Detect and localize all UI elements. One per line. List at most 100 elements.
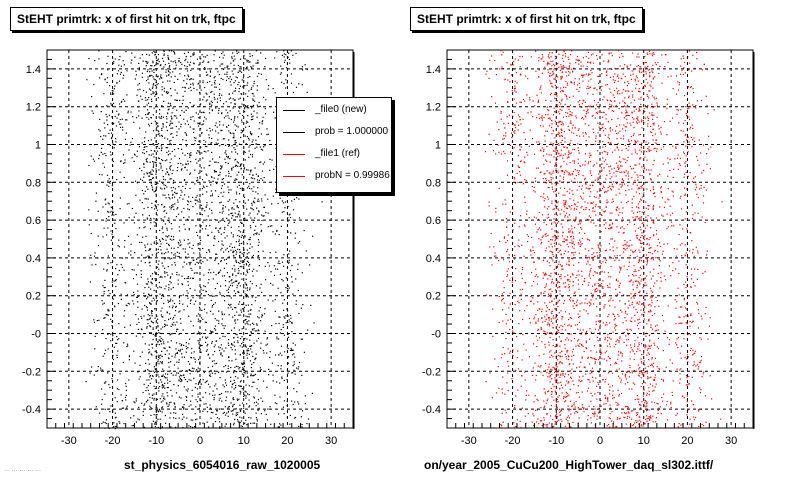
data-point <box>115 279 117 281</box>
data-point <box>556 413 558 415</box>
data-point <box>237 399 239 401</box>
data-point <box>243 362 246 364</box>
data-point <box>193 52 195 54</box>
data-point <box>154 150 156 152</box>
data-point <box>166 236 169 238</box>
data-point <box>257 198 259 200</box>
data-point <box>181 343 183 346</box>
data-point <box>219 100 221 102</box>
data-point <box>176 92 178 94</box>
data-point <box>183 377 185 379</box>
data-point <box>161 316 163 318</box>
data-point <box>147 69 149 71</box>
data-point <box>600 271 602 273</box>
data-point <box>246 352 248 354</box>
data-point <box>649 340 651 342</box>
data-point <box>269 139 271 142</box>
data-point <box>153 163 155 165</box>
data-point <box>567 415 569 417</box>
data-point <box>610 165 612 167</box>
data-point <box>105 135 107 137</box>
data-point <box>204 286 206 288</box>
data-point <box>160 243 162 245</box>
data-point <box>241 425 244 428</box>
data-point <box>202 261 204 263</box>
data-point <box>185 256 187 258</box>
data-point <box>155 335 157 337</box>
data-point <box>142 214 144 216</box>
data-point <box>150 93 152 95</box>
data-point <box>577 344 579 346</box>
data-point <box>228 189 230 191</box>
data-point <box>231 349 233 351</box>
data-point <box>562 157 564 159</box>
data-point <box>151 184 153 186</box>
data-point <box>196 261 198 263</box>
data-point <box>615 208 617 210</box>
data-point <box>249 247 251 249</box>
data-point <box>560 418 562 421</box>
data-point <box>683 397 685 399</box>
data-point <box>198 306 201 308</box>
data-point <box>571 131 573 133</box>
data-point <box>238 244 240 246</box>
data-point <box>526 151 528 153</box>
data-point <box>261 219 263 222</box>
data-point <box>221 311 223 313</box>
data-point <box>207 294 209 296</box>
data-point <box>89 281 91 283</box>
data-point <box>93 83 95 86</box>
data-point <box>558 286 560 288</box>
data-point <box>659 206 661 208</box>
data-point <box>501 66 503 68</box>
data-point <box>165 147 167 149</box>
data-point <box>136 323 138 325</box>
data-point <box>250 132 252 134</box>
data-point <box>553 298 555 300</box>
data-point <box>166 312 168 314</box>
data-point <box>111 137 113 140</box>
data-point <box>239 404 241 406</box>
data-point <box>618 208 620 210</box>
data-point <box>249 76 251 78</box>
data-point <box>220 233 222 235</box>
data-point <box>234 366 236 368</box>
data-point <box>96 105 98 107</box>
data-point <box>180 381 182 383</box>
data-point <box>663 243 665 245</box>
data-point <box>162 116 165 118</box>
data-point <box>288 319 290 321</box>
data-point <box>228 117 230 119</box>
data-point <box>185 58 187 60</box>
data-point <box>198 346 200 348</box>
data-point <box>615 288 617 290</box>
data-point <box>186 65 188 68</box>
data-point <box>593 405 595 408</box>
data-point <box>184 75 186 77</box>
data-point <box>200 225 202 227</box>
data-point <box>576 88 578 90</box>
data-point <box>255 296 257 298</box>
data-point <box>184 59 186 62</box>
data-point <box>116 264 118 266</box>
data-point <box>224 67 226 69</box>
data-point <box>102 329 104 331</box>
data-point <box>645 73 647 75</box>
data-point <box>214 170 216 172</box>
data-point <box>173 384 175 386</box>
data-point <box>252 104 255 106</box>
data-point <box>221 112 223 114</box>
data-point <box>133 350 135 352</box>
data-point <box>497 427 499 429</box>
data-point <box>613 319 615 321</box>
data-point <box>148 88 150 90</box>
data-point <box>609 418 611 420</box>
data-point <box>171 307 174 309</box>
data-point <box>616 325 618 327</box>
data-point <box>260 413 262 415</box>
data-point <box>197 83 199 85</box>
data-point <box>111 325 113 327</box>
data-point <box>309 264 311 266</box>
data-point <box>166 242 168 244</box>
data-point <box>644 305 646 307</box>
